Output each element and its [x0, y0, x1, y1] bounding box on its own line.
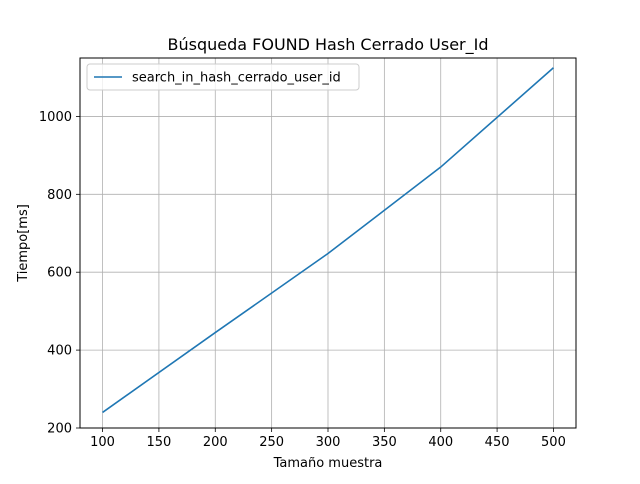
legend-label: search_in_hash_cerrado_user_id: [132, 71, 341, 86]
x-axis-label: Tamaño muestra: [273, 456, 383, 471]
y-tick-label: 800: [47, 188, 72, 203]
legend-box: [86, 63, 360, 91]
x-tick-label: 400: [428, 435, 453, 450]
x-tick-label: 450: [485, 435, 510, 450]
y-tick-label: 600: [47, 266, 72, 281]
x-axis: 100 150 200 250 300 350 400 450 500: [90, 428, 566, 450]
x-tick-label: 200: [203, 435, 228, 450]
y-tick-label: 200: [47, 422, 72, 437]
x-tick-label: 500: [541, 435, 566, 450]
y-tick-label: 1000: [39, 110, 72, 125]
series-line: [102, 67, 554, 414]
y-axis: 200 400 600 800 1000: [39, 110, 80, 437]
x-tick-label: 250: [259, 435, 284, 450]
legend: search_in_hash_cerrado_user_id: [86, 63, 360, 91]
y-axis-label: Tiempo[ms]: [16, 204, 31, 283]
x-tick-label: 150: [146, 435, 171, 450]
chart-title: Búsqueda FOUND Hash Cerrado User_Id: [168, 35, 489, 55]
x-tick-label: 300: [316, 435, 341, 450]
x-tick-label: 350: [372, 435, 397, 450]
x-tick-label: 100: [90, 435, 115, 450]
series-layer: [102, 67, 554, 414]
y-tick-label: 400: [47, 344, 72, 359]
